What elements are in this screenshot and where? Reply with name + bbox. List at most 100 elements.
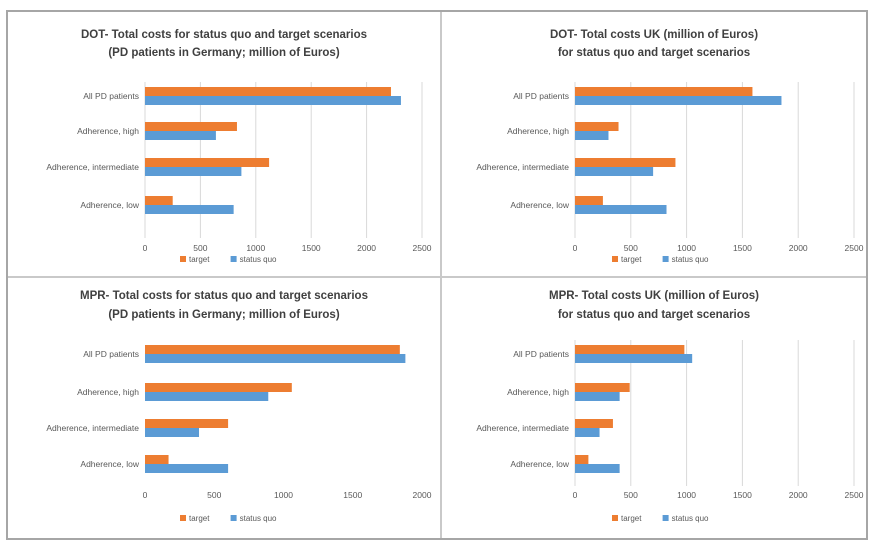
legend-swatch-target [180, 256, 186, 262]
bar-target [145, 383, 292, 392]
legend-label-target: target [621, 514, 642, 523]
vertical-divider [440, 12, 442, 538]
bar-target [575, 87, 753, 96]
bar-status-quo [145, 392, 269, 401]
chart-title-line: MPR- Total costs UK (million of Euros) [549, 290, 759, 302]
bar-status-quo [145, 428, 200, 437]
x-tick-label: 1500 [343, 490, 362, 500]
x-tick-label: 2500 [845, 490, 864, 500]
category-label: All PD patients [83, 91, 139, 101]
x-tick-label: 1500 [733, 243, 752, 253]
category-label: Adherence, high [77, 387, 139, 397]
bar-target [575, 345, 685, 354]
bar-target [575, 419, 613, 428]
legend-label-target: target [189, 514, 210, 523]
bar-target [575, 455, 589, 464]
legend-swatch-status-quo [662, 256, 669, 262]
chart-title-line: for status quo and target scenarios [558, 309, 750, 321]
category-label: All PD patients [513, 349, 569, 359]
legend-swatch-status-quo [662, 515, 669, 521]
category-label: Adherence, low [510, 200, 569, 210]
bar-target [575, 383, 630, 392]
bar-status-quo [145, 96, 401, 105]
category-label: Adherence, intermediate [476, 162, 569, 172]
x-tick-label: 2500 [845, 243, 864, 253]
bar-target [575, 122, 619, 131]
x-tick-label: 2000 [413, 490, 432, 500]
chart-title-line: DOT- Total costs for status quo and targ… [81, 29, 367, 41]
x-tick-label: 1500 [302, 243, 321, 253]
category-label: Adherence, intermediate [476, 423, 569, 433]
category-label: Adherence, low [80, 459, 139, 469]
chart-mpr-germany: MPR- Total costs for status quo and targ… [46, 290, 432, 523]
category-label: Adherence, high [507, 387, 569, 397]
category-label: Adherence, high [507, 126, 569, 136]
x-tick-label: 1000 [677, 243, 696, 253]
bar-status-quo [145, 464, 229, 473]
bar-target [575, 196, 603, 205]
horizontal-divider [8, 276, 866, 278]
bar-status-quo [145, 354, 406, 363]
x-tick-label: 0 [573, 490, 578, 500]
x-tick-label: 2500 [413, 243, 432, 253]
legend-label-status-quo: status quo [672, 255, 709, 264]
category-label: Adherence, high [77, 126, 139, 136]
category-label: Adherence, low [510, 459, 569, 469]
x-tick-label: 1000 [274, 490, 293, 500]
x-tick-label: 500 [624, 243, 638, 253]
bar-status-quo [145, 131, 216, 140]
bar-status-quo [575, 167, 654, 176]
chart-title-line: DOT- Total costs UK (million of Euros) [550, 29, 758, 41]
x-tick-label: 500 [207, 490, 221, 500]
chart-title-line: for status quo and target scenarios [558, 47, 750, 59]
x-tick-label: 0 [573, 243, 578, 253]
bar-status-quo [145, 167, 242, 176]
chart-mpr-uk: MPR- Total costs UK (million of Euros) fo… [476, 290, 864, 523]
bar-target [145, 122, 237, 131]
legend-swatch-target [180, 515, 186, 521]
bar-status-quo [145, 205, 234, 214]
legend-label-status-quo: status quo [240, 255, 277, 264]
bar-target [145, 196, 173, 205]
chart-title-line: MPR- Total costs for status quo and targ… [80, 290, 368, 302]
category-label: Adherence, low [80, 200, 139, 210]
legend-label-target: target [189, 255, 210, 264]
bar-status-quo [575, 96, 782, 105]
x-tick-label: 500 [193, 243, 207, 253]
category-label: All PD patients [83, 349, 139, 359]
bar-target [575, 158, 676, 167]
bar-target [145, 455, 169, 464]
x-tick-label: 1000 [246, 243, 265, 253]
x-tick-label: 2000 [789, 243, 808, 253]
chart-dot-uk: DOT- Total costs UK (million of Euros) fo… [476, 29, 864, 264]
legend-label-status-quo: status quo [240, 514, 277, 523]
x-tick-label: 0 [143, 490, 148, 500]
bar-status-quo [575, 354, 693, 363]
category-label: Adherence, intermediate [46, 162, 139, 172]
bar-target [145, 419, 229, 428]
chart-title-line: (PD patients in Germany; million of Euro… [108, 309, 339, 321]
bar-status-quo [575, 205, 667, 214]
bar-target [145, 345, 400, 354]
legend-swatch-target [612, 515, 618, 521]
chart-title-line: (PD patients in Germany; million of Euro… [108, 47, 339, 59]
category-label: All PD patients [513, 91, 569, 101]
bar-target [145, 158, 270, 167]
chart-dot-germany: DOT- Total costs for status quo and targ… [46, 29, 432, 264]
bar-status-quo [575, 428, 600, 437]
x-tick-label: 1500 [733, 490, 752, 500]
category-label: Adherence, intermediate [46, 423, 139, 433]
legend-label-target: target [621, 255, 642, 264]
bar-status-quo [575, 464, 620, 473]
x-tick-label: 2000 [357, 243, 376, 253]
bar-status-quo [575, 131, 609, 140]
x-tick-label: 500 [624, 490, 638, 500]
bar-status-quo [575, 392, 620, 401]
x-tick-label: 0 [143, 243, 148, 253]
bar-target [145, 87, 391, 96]
x-tick-label: 1000 [677, 490, 696, 500]
x-tick-label: 2000 [789, 490, 808, 500]
legend-label-status-quo: status quo [672, 514, 709, 523]
legend-swatch-status-quo [230, 256, 237, 262]
legend-swatch-status-quo [230, 515, 237, 521]
